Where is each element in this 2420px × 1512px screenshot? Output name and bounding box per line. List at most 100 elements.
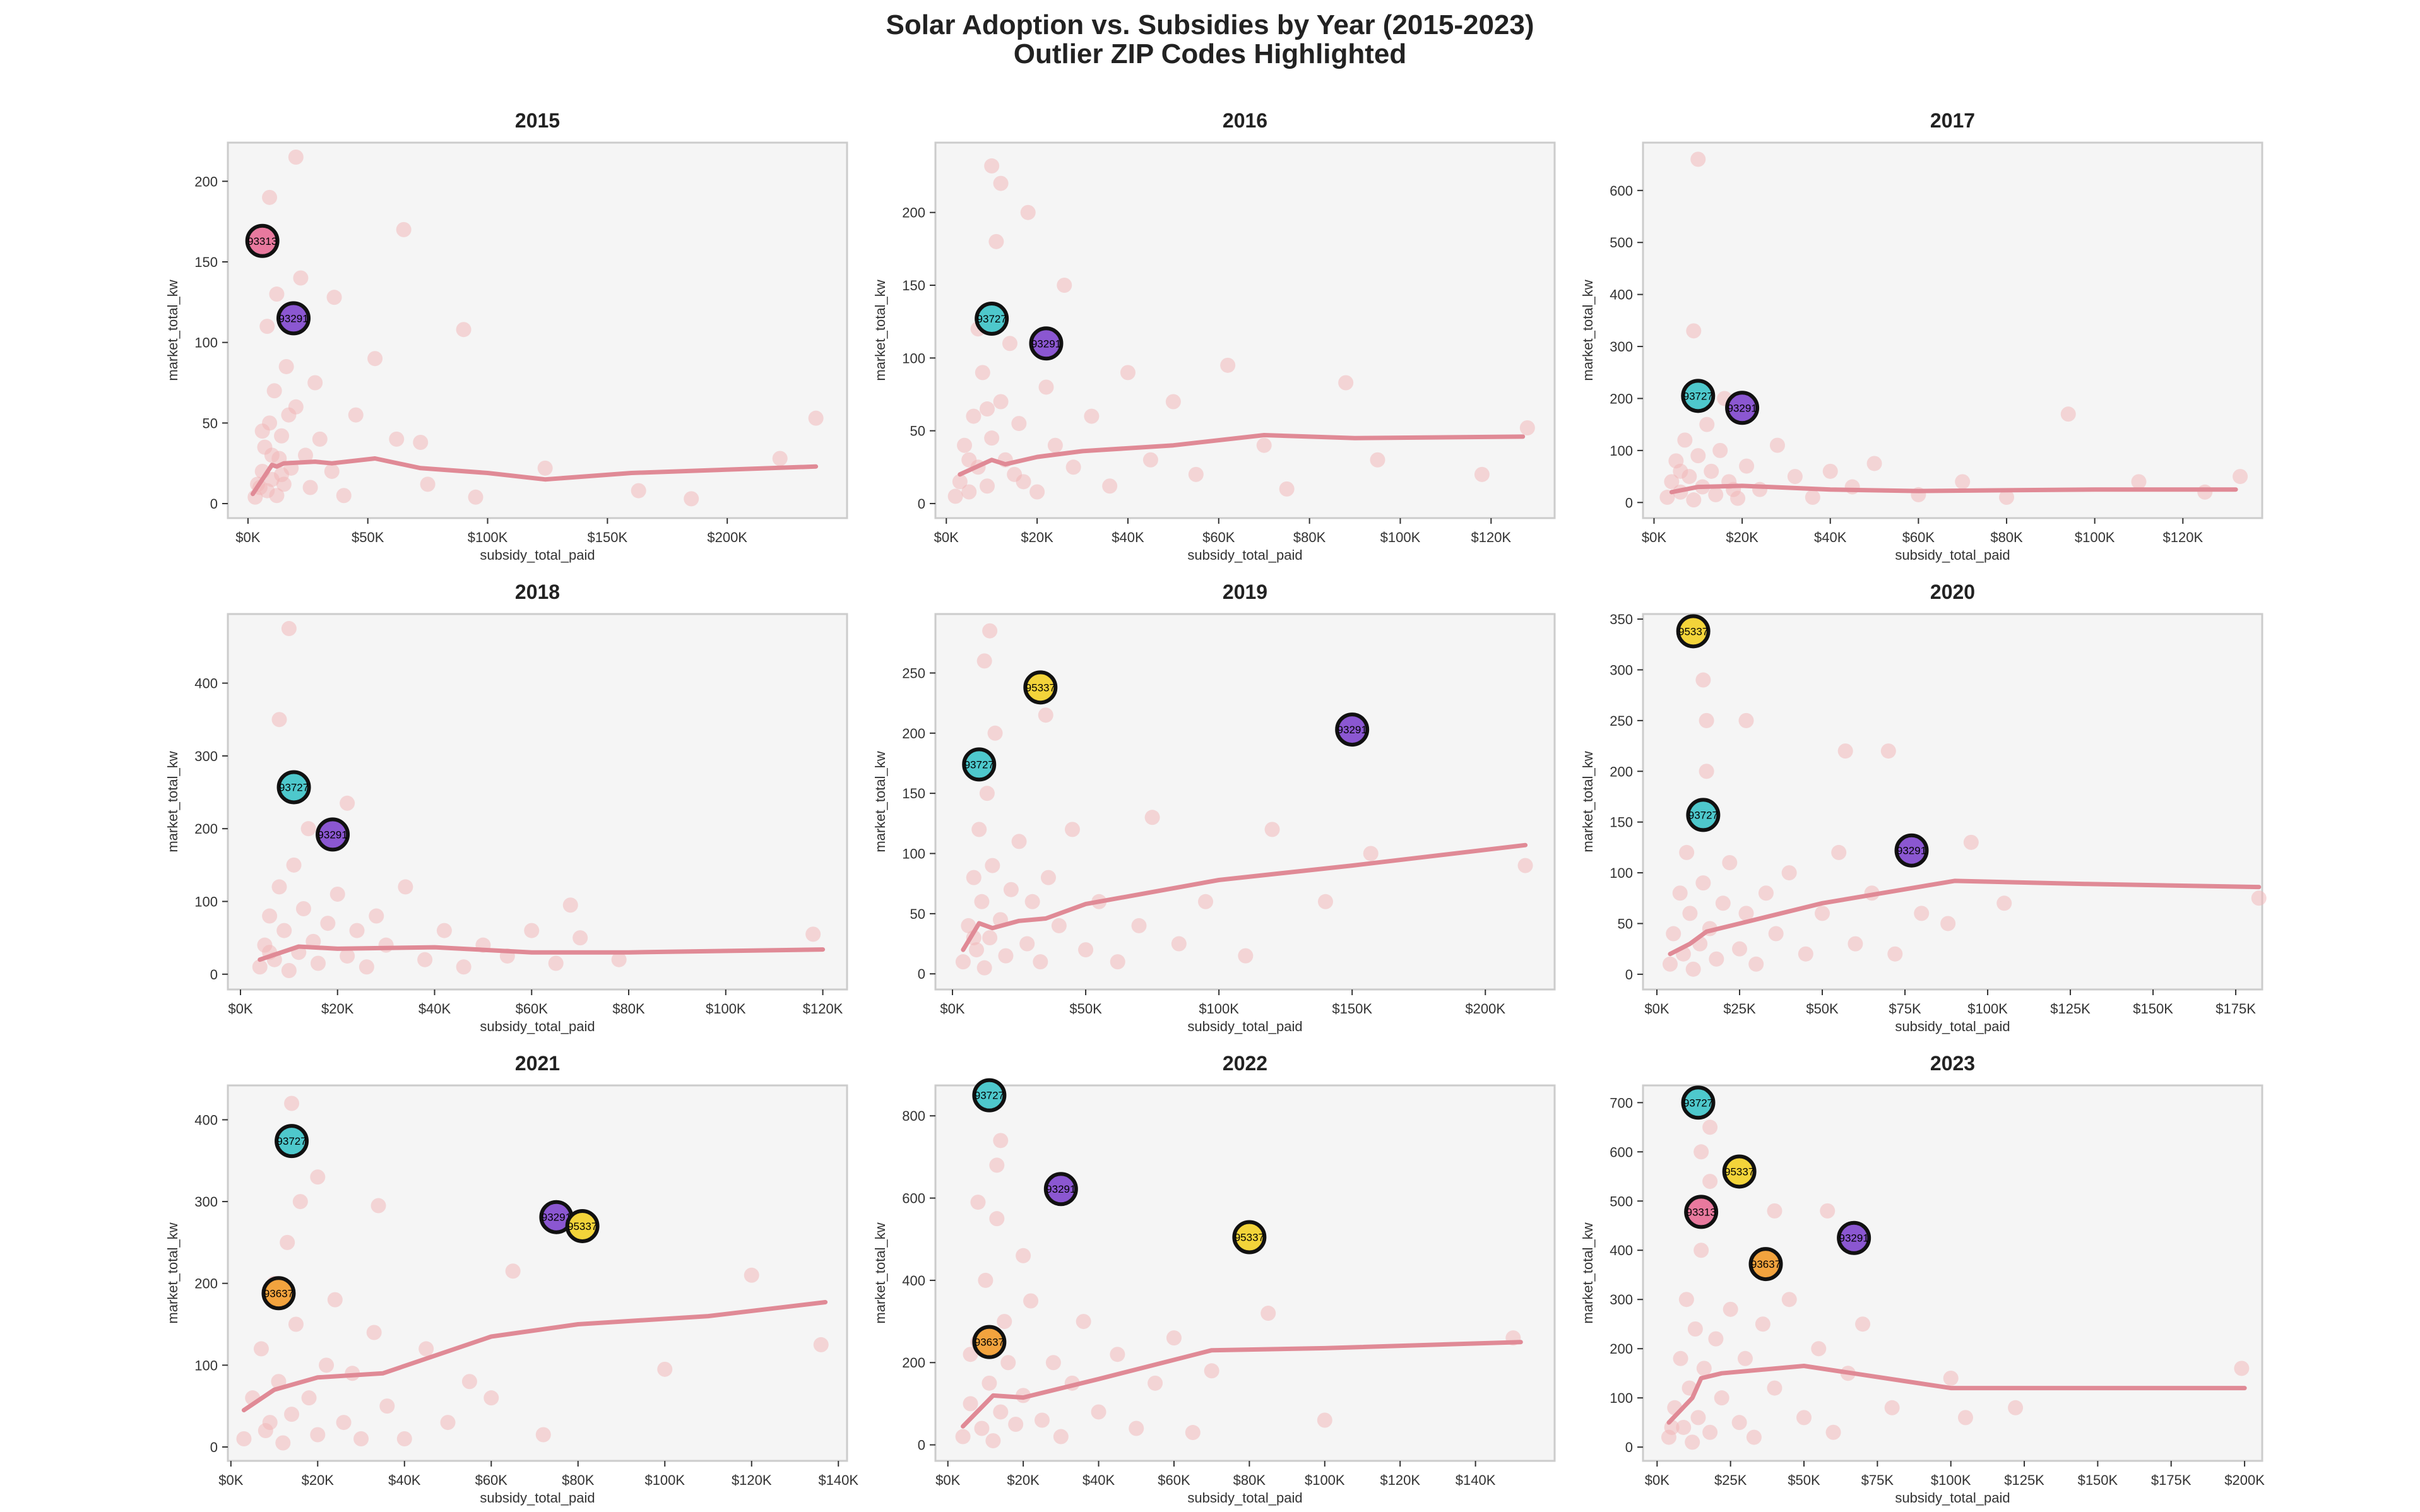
data-point (1884, 1400, 1900, 1415)
x-tick-label: $100K (706, 1001, 746, 1017)
data-point (259, 319, 275, 334)
data-point (1519, 420, 1535, 436)
x-tick-label: $200K (707, 529, 747, 545)
data-point (1695, 672, 1711, 688)
y-tick-label: 0 (1625, 967, 1633, 983)
data-point (1957, 1410, 1973, 1426)
x-tick-label: $100K (644, 1472, 685, 1488)
data-point (371, 1198, 386, 1214)
data-point (366, 1325, 382, 1340)
subplot-2016: 2016 $0K $20K $40K $60K $80K $100K $120K 0 50 100 1… (872, 109, 1556, 563)
outlier-93727: 93727 (972, 1078, 1007, 1113)
data-point (1033, 954, 1048, 970)
data-point (264, 447, 280, 463)
data-point (340, 948, 355, 964)
data-point (1517, 858, 1533, 873)
x-tick-label: $80K (612, 1001, 645, 1017)
x-tick-label: $0K (935, 1472, 960, 1488)
x-tick-label: $80K (562, 1472, 595, 1488)
y-tick-label: 100 (1610, 443, 1633, 459)
data-point (253, 1341, 269, 1357)
data-point (1722, 854, 1738, 870)
data-point (1678, 1292, 1694, 1308)
data-point (684, 491, 699, 507)
outlier-zip-label: 93313 (1687, 1206, 1716, 1218)
data-point (300, 821, 316, 837)
data-point (1204, 1363, 1219, 1379)
data-point (1866, 456, 1882, 471)
data-point (1045, 1355, 1061, 1371)
data-point (1955, 474, 1971, 490)
y-tick-label: 100 (902, 350, 925, 366)
trend-line (241, 1300, 828, 1413)
data-point (359, 959, 374, 975)
y-tick-label: 600 (1610, 183, 1633, 199)
data-point (288, 149, 304, 165)
y-tick-label: 50 (910, 423, 925, 439)
data-point (440, 1415, 456, 1431)
data-point (1338, 375, 1354, 391)
data-point (1008, 1416, 1024, 1432)
outlier-zip-label: 93291 (1897, 845, 1926, 857)
data-point (254, 423, 270, 439)
x-axis-label: subsidy_total_paid (480, 547, 595, 563)
data-point (988, 233, 1004, 249)
data-point (993, 1133, 1009, 1149)
data-point (989, 1157, 1005, 1173)
data-point (293, 270, 309, 286)
data-point (329, 886, 345, 902)
outlier-marker (972, 1325, 1007, 1359)
data-point (236, 1431, 252, 1446)
plot-area (934, 141, 1556, 519)
data-point (281, 407, 297, 423)
data-point (974, 894, 990, 909)
data-point (1690, 448, 1706, 464)
x-tick-label: $0K (1644, 1001, 1669, 1017)
data-point (456, 322, 472, 338)
y-tick-label: 200 (194, 821, 218, 837)
data-point (1822, 463, 1838, 479)
data-point (1714, 1390, 1729, 1406)
data-point (418, 1341, 434, 1357)
outlier-zip-label: 93637 (264, 1287, 294, 1299)
x-tick-label: $0K (218, 1472, 243, 1488)
outlier-marker (261, 1276, 296, 1311)
data-point (631, 483, 646, 499)
data-point (274, 428, 290, 444)
data-point (1171, 936, 1187, 952)
data-point (947, 488, 963, 504)
trend-line (1666, 1364, 2247, 1425)
y-tick-label: 150 (194, 254, 218, 270)
data-point (1767, 1380, 1782, 1396)
plot-area (1642, 141, 2263, 519)
outlier-marker (1725, 391, 1760, 425)
data-point (1084, 408, 1100, 424)
outlier-zip-label: 95337 (1678, 625, 1708, 637)
data-point (1038, 379, 1054, 395)
data-point (1755, 1316, 1771, 1332)
outlier-zip-label: 95337 (1235, 1231, 1264, 1243)
x-axis-label: subsidy_total_paid (1895, 1490, 2010, 1506)
y-tick-label: 150 (902, 786, 925, 801)
data-point (1837, 743, 1853, 759)
outlier-93313: 93313 (1684, 1195, 1719, 1229)
data-point (975, 365, 990, 381)
y-tick-label: 0 (918, 1438, 925, 1453)
y-tick-label: 300 (1610, 339, 1633, 355)
outlier-zip-label: 93637 (975, 1337, 1004, 1349)
data-point (1019, 936, 1035, 952)
x-tick-label: $25K (1723, 1001, 1756, 1017)
trend-line (258, 944, 826, 962)
data-point (271, 712, 287, 728)
data-point (336, 1415, 352, 1431)
data-point (1370, 452, 1385, 468)
x-tick-label: $25K (1714, 1472, 1747, 1488)
data-point (1279, 481, 1295, 497)
outlier-95337: 95337 (1722, 1154, 1757, 1189)
data-point (2234, 1361, 2250, 1376)
data-point (1034, 1412, 1050, 1428)
outlier-marker (245, 223, 280, 258)
outlier-zip-label: 93291 (278, 312, 308, 324)
outlier-zip-label: 93291 (1046, 1183, 1076, 1195)
